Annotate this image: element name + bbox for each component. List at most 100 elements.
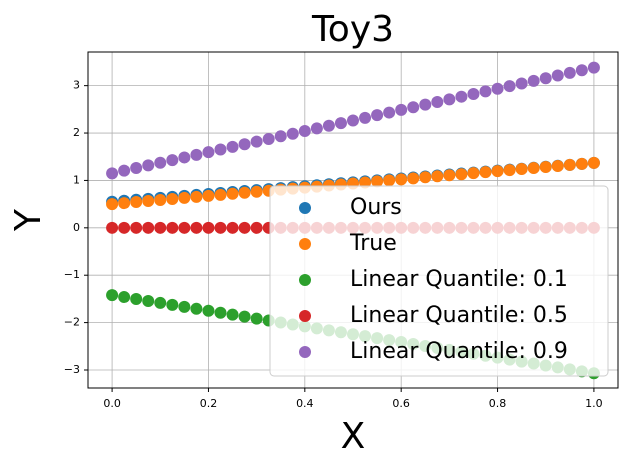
legend-marker	[299, 202, 311, 214]
legend-marker	[299, 238, 311, 250]
x-tick-label: 0.6	[392, 397, 410, 410]
point	[575, 64, 588, 77]
point	[118, 291, 131, 304]
point	[202, 221, 215, 234]
legend-label: Ours	[350, 195, 402, 220]
point	[214, 306, 227, 319]
point	[310, 122, 323, 135]
point	[587, 61, 600, 74]
point	[551, 69, 564, 82]
point	[491, 165, 504, 178]
point	[166, 154, 179, 167]
point	[202, 146, 215, 159]
point	[166, 192, 179, 205]
x-axis-label: X	[341, 416, 366, 457]
point	[214, 188, 227, 201]
point	[431, 95, 444, 108]
point	[298, 125, 311, 138]
point	[334, 117, 347, 130]
point	[154, 156, 167, 169]
point	[419, 171, 432, 184]
point	[190, 221, 203, 234]
point	[322, 119, 335, 132]
point	[274, 130, 287, 143]
point	[238, 186, 251, 199]
y-axis-label: Y	[8, 208, 49, 232]
point	[178, 300, 191, 313]
x-tick-label: 0.8	[489, 397, 507, 410]
x-tick-label: 0.0	[103, 397, 121, 410]
point	[431, 170, 444, 183]
y-tick-label: −1	[64, 268, 80, 281]
point	[395, 173, 408, 186]
point	[503, 80, 516, 93]
y-tick-label: 3	[73, 79, 80, 92]
point	[142, 195, 155, 208]
point	[407, 172, 420, 185]
legend-label: Linear Quantile: 0.9	[350, 339, 568, 364]
point	[443, 93, 456, 106]
point	[383, 106, 396, 119]
point	[467, 88, 480, 101]
point	[154, 221, 167, 234]
point	[130, 293, 143, 306]
point	[286, 127, 299, 140]
point	[238, 138, 251, 151]
point	[190, 190, 203, 203]
legend-label: True	[349, 231, 397, 256]
point	[575, 157, 588, 170]
point	[359, 111, 372, 124]
point	[467, 167, 480, 180]
point	[118, 221, 131, 234]
series	[106, 61, 600, 180]
point	[443, 169, 456, 182]
point	[166, 221, 179, 234]
point	[515, 163, 528, 176]
point	[539, 72, 552, 85]
y-tick-label: 2	[73, 126, 80, 139]
point	[455, 90, 468, 103]
point	[551, 159, 564, 172]
legend-label: Linear Quantile: 0.1	[350, 267, 568, 292]
point	[527, 74, 540, 87]
y-tick-label: 1	[73, 173, 80, 186]
legend-marker	[299, 346, 311, 358]
point	[347, 114, 359, 127]
point	[563, 66, 576, 79]
point	[226, 187, 239, 200]
point	[250, 312, 263, 325]
point	[226, 140, 239, 153]
point	[395, 103, 408, 116]
point	[166, 298, 179, 311]
point	[142, 294, 155, 307]
point	[371, 109, 384, 122]
point	[202, 304, 215, 317]
point	[238, 221, 251, 234]
point	[359, 176, 372, 189]
y-tick-label: −3	[64, 363, 80, 376]
point	[407, 101, 420, 114]
point	[130, 196, 143, 209]
point	[515, 77, 528, 90]
point	[250, 221, 263, 234]
x-tick-label: 0.2	[200, 397, 218, 410]
y-tick-label: −2	[64, 316, 80, 329]
point	[587, 156, 600, 169]
point	[130, 162, 143, 175]
point	[178, 151, 191, 164]
plot-frame	[87, 51, 619, 389]
point	[455, 168, 468, 181]
point	[563, 158, 576, 171]
point	[106, 289, 119, 302]
legend-marker	[299, 274, 311, 286]
point	[250, 185, 263, 198]
chart-title: Toy3	[311, 9, 394, 50]
point	[106, 198, 119, 211]
point	[503, 164, 516, 177]
point	[539, 161, 552, 174]
point	[226, 308, 239, 321]
point	[178, 191, 191, 204]
point	[479, 166, 492, 179]
point	[202, 189, 215, 202]
